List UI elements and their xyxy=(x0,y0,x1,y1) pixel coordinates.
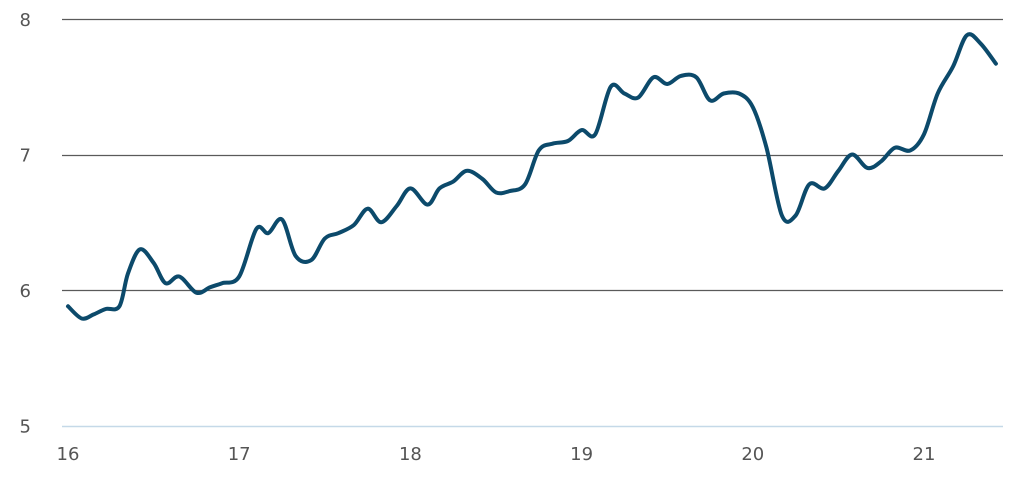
data-point xyxy=(551,142,555,146)
y-tick-label-7: 7 xyxy=(20,146,31,167)
data-point xyxy=(737,92,741,96)
data-point xyxy=(92,312,96,316)
series-line-0 xyxy=(66,32,998,321)
data-point xyxy=(922,132,926,136)
data-point xyxy=(177,275,181,279)
data-point xyxy=(408,186,412,190)
data-point xyxy=(366,207,370,211)
data-point xyxy=(280,218,284,222)
x-tick-label-17: 17 xyxy=(228,444,251,465)
data-point xyxy=(866,166,870,170)
y-axis-tick-labels: 5 6 7 8 xyxy=(20,10,31,438)
data-point xyxy=(494,190,498,194)
x-tick-label-16: 16 xyxy=(57,444,80,465)
data-point xyxy=(836,169,840,173)
data-point xyxy=(780,214,784,218)
data-point xyxy=(237,275,241,279)
data-point xyxy=(722,92,726,96)
data-point xyxy=(66,304,70,308)
series-layer xyxy=(66,32,998,321)
data-point xyxy=(537,148,541,152)
data-point xyxy=(309,258,313,262)
data-point xyxy=(665,82,669,86)
data-point xyxy=(266,231,270,235)
x-axis-tick-labels: 16 17 18 19 20 21 xyxy=(57,444,936,465)
data-point xyxy=(708,98,712,102)
data-point xyxy=(979,41,983,45)
data-point xyxy=(426,203,430,207)
y-tick-label-8: 8 xyxy=(20,10,31,31)
data-point xyxy=(117,304,121,308)
data-point xyxy=(609,85,613,89)
data-point xyxy=(694,75,698,79)
data-point xyxy=(465,169,469,173)
data-point xyxy=(879,159,883,163)
data-point xyxy=(220,281,224,285)
data-point xyxy=(765,146,769,150)
data-point xyxy=(523,182,527,186)
data-point xyxy=(794,214,798,218)
data-point xyxy=(379,220,383,224)
data-point xyxy=(893,146,897,150)
x-tick-label-18: 18 xyxy=(399,444,422,465)
data-point xyxy=(294,254,298,258)
data-point xyxy=(751,105,755,109)
data-point xyxy=(480,177,484,181)
x-tick-label-21: 21 xyxy=(913,444,936,465)
data-point xyxy=(508,189,512,193)
data-point xyxy=(126,272,130,276)
data-point xyxy=(323,237,327,241)
data-point xyxy=(622,92,626,96)
data-point xyxy=(908,148,912,152)
x-tick-label-19: 19 xyxy=(570,444,593,465)
data-point xyxy=(580,128,584,132)
data-point xyxy=(80,317,84,321)
data-point xyxy=(451,180,455,184)
data-point xyxy=(352,223,356,227)
data-point xyxy=(438,186,442,190)
gridlines xyxy=(62,18,1003,428)
data-point xyxy=(395,204,399,208)
data-point xyxy=(850,153,854,157)
data-point xyxy=(823,186,827,190)
data-point xyxy=(254,227,258,231)
data-point xyxy=(951,64,955,68)
data-point xyxy=(994,62,998,66)
data-point xyxy=(652,75,656,79)
data-point xyxy=(164,281,168,285)
data-point xyxy=(936,92,940,96)
data-point xyxy=(679,74,683,78)
data-point xyxy=(104,307,108,311)
data-point xyxy=(965,33,969,37)
data-point xyxy=(152,261,156,265)
data-point xyxy=(593,132,597,136)
x-tick-label-20: 20 xyxy=(741,444,764,465)
data-point xyxy=(566,139,570,143)
data-point xyxy=(807,182,811,186)
data-point xyxy=(194,291,198,295)
data-point xyxy=(636,96,640,100)
y-tick-label-5: 5 xyxy=(20,417,31,438)
y-tick-label-6: 6 xyxy=(20,281,31,302)
data-point xyxy=(138,247,142,251)
data-point xyxy=(208,285,212,289)
data-point xyxy=(337,231,341,235)
